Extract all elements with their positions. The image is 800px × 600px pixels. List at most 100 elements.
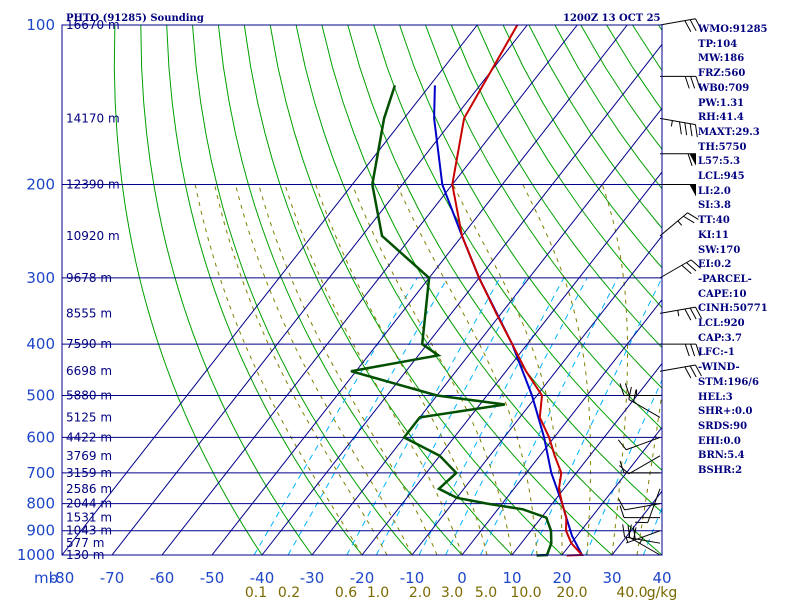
index-item: -WIND-	[698, 362, 740, 374]
mixing-ratio-label: 20.0	[556, 585, 587, 600]
moist-adiabat	[194, 184, 363, 555]
height-label: 4422 m	[66, 430, 112, 444]
mixing-ratio-label: 1.0	[367, 585, 389, 600]
temperature-tick-label: -10	[400, 569, 425, 587]
index-item: HEL:3	[698, 391, 733, 403]
mixing-ratio-line	[418, 277, 565, 555]
temperature-tick-label: -80	[50, 569, 75, 587]
temperature-tick-label: -60	[150, 569, 175, 587]
dry-adiabat	[192, 25, 413, 555]
index-item: PW:1.31	[698, 97, 745, 109]
isotherm	[111, 25, 528, 555]
mixing-ratio-line	[530, 277, 662, 555]
wind-barb	[659, 18, 702, 32]
mixing-ratio-unit: g/kg	[647, 585, 678, 600]
pressure-label: 1000	[17, 546, 55, 564]
pressure-label: 800	[26, 495, 55, 513]
isotherm	[361, 171, 662, 555]
mixing-ratio-line	[480, 277, 619, 555]
height-label: 9678 m	[66, 271, 112, 285]
chart-time: 1200Z 13 OCT 25	[563, 13, 661, 24]
dry-adiabat	[450, 25, 662, 349]
temperature-tick-label: 10	[502, 569, 521, 587]
index-item: KI:11	[698, 229, 729, 241]
dry-adiabat	[269, 25, 563, 555]
pressure-label: 100	[26, 16, 55, 34]
index-item: FRZ:560	[698, 68, 746, 80]
height-label: 6698 m	[66, 364, 112, 378]
plot-frame	[61, 24, 663, 556]
isotherm	[62, 25, 478, 555]
mixing-ratio-label: 2.0	[409, 585, 431, 600]
mixing-ratio-label: 0.1	[245, 585, 267, 600]
isotherm	[511, 362, 662, 555]
isotherm	[211, 25, 628, 555]
height-label: 1531 m	[66, 511, 112, 525]
index-item: WMO:91285	[698, 24, 768, 35]
temperature-tick-label: 40	[652, 569, 671, 587]
height-label: 2586 m	[66, 482, 112, 496]
dry-adiabat	[425, 25, 662, 389]
height-label: 14170 m	[66, 111, 120, 125]
wind-barb	[625, 530, 661, 544]
height-label: 8555 m	[66, 306, 112, 320]
moist-adiabat	[258, 184, 438, 555]
height-label: 10920 m	[66, 229, 120, 243]
wind-barb	[622, 524, 661, 544]
pressure-label: 700	[26, 464, 55, 482]
dry-adiabat	[166, 25, 363, 555]
isotherm	[311, 107, 662, 555]
dry-adiabat	[113, 25, 263, 555]
mixing-ratio-line	[346, 277, 501, 555]
temperature-tick-label: -20	[350, 569, 375, 587]
temperature-line	[451, 24, 585, 557]
temperature-tick-label: -30	[300, 569, 325, 587]
mixing-ratio-label: 40.0	[616, 585, 647, 600]
pressure-unit: mb	[34, 569, 58, 587]
temperature-tick-label: 0	[457, 569, 467, 587]
moist-adiabat	[351, 184, 513, 555]
wind-barb	[660, 153, 696, 166]
temperature-tick-label: 30	[602, 569, 621, 587]
temperature-tick-label: -50	[200, 569, 225, 587]
dry-adiabat	[373, 25, 662, 471]
mixing-ratio-label: 3.0	[441, 585, 463, 600]
index-item: L57:5.3	[698, 156, 741, 168]
wind-barb	[659, 364, 702, 379]
index-item: BSHR:2	[698, 465, 743, 477]
index-item: SI:3.8	[698, 200, 731, 212]
height-label: 7590 m	[66, 337, 112, 351]
index-item: -PARCEL-	[698, 273, 752, 285]
temperature-tick-label: -70	[100, 569, 125, 587]
pressure-label: 600	[26, 428, 55, 446]
pressure-label: 900	[26, 522, 55, 540]
dry-adiabat	[243, 25, 513, 555]
mixing-ratio-line	[445, 277, 588, 555]
wind-barb	[619, 505, 660, 519]
mixing-ratio-line	[253, 277, 418, 555]
dry-adiabat	[399, 25, 662, 430]
dry-adiabat	[321, 25, 662, 555]
height-label: 3159 m	[66, 466, 112, 480]
pressure-label: 400	[26, 335, 55, 353]
chart-title: PHTO (91285) Sounding	[66, 13, 204, 24]
pressure-label: 500	[26, 386, 55, 404]
dry-adiabat	[347, 25, 662, 514]
wind-barb	[628, 386, 661, 418]
dewpoint-line	[350, 85, 553, 557]
dry-adiabat	[140, 25, 313, 555]
index-item: EI:0.2	[698, 259, 732, 271]
mixing-ratio-label: 10.0	[510, 585, 541, 600]
wind-barb	[659, 117, 698, 138]
index-item: WB0:709	[698, 82, 750, 94]
wind-barb	[660, 343, 701, 357]
height-label: 12390 m	[66, 178, 120, 192]
index-item: MW:186	[698, 53, 745, 65]
wind-barb	[618, 498, 661, 511]
index-item: BRN:5.4	[698, 450, 745, 462]
wind-barb	[659, 212, 699, 237]
index-item: RH:41.4	[698, 112, 744, 124]
index-item: TT:40	[698, 215, 730, 227]
isotherm	[411, 235, 662, 555]
